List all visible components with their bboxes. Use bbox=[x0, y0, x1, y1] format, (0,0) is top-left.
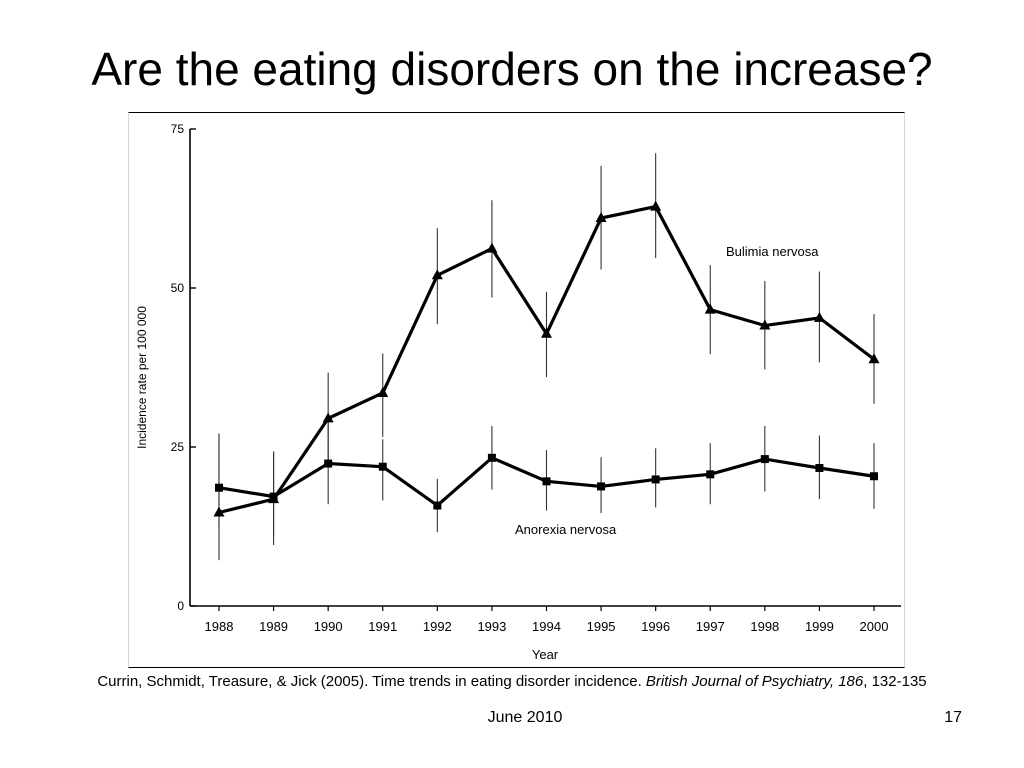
bulimia-nervosa-point bbox=[595, 212, 607, 223]
x-tick-label: 2000 bbox=[860, 619, 889, 634]
citation-text: Currin, Schmidt, Treasure, & Jick (2005)… bbox=[97, 673, 646, 690]
x-tick-label: 1994 bbox=[532, 619, 561, 634]
bulimia-nervosa-point bbox=[650, 200, 662, 211]
footer-date: June 2010 bbox=[487, 709, 563, 726]
anorexia-nervosa-point bbox=[487, 453, 496, 462]
anorexia-nervosa-point bbox=[324, 459, 333, 468]
bulimia-nervosa-point bbox=[759, 319, 771, 330]
anorexia-nervosa-label: Anorexia nervosa bbox=[515, 522, 617, 537]
y-tick-label: 25 bbox=[171, 440, 185, 454]
page-number: 17 bbox=[944, 709, 962, 726]
slide-title: Are the eating disorders on the increase… bbox=[91, 43, 933, 95]
anorexia-nervosa-point bbox=[651, 475, 660, 484]
anorexia-nervosa-point bbox=[815, 463, 824, 472]
bulimia-nervosa-point bbox=[813, 311, 825, 322]
x-tick-label: 1995 bbox=[587, 619, 616, 634]
citation: Currin, Schmidt, Treasure, & Jick (2005)… bbox=[0, 673, 1024, 690]
chart-frame: 0 25 50 75 1988 1989 1990 1991 1992 1993 1994 1995 1… bbox=[128, 112, 905, 668]
anorexia-nervosa-point bbox=[378, 462, 387, 471]
anorexia-nervosa-point bbox=[215, 483, 223, 492]
citation-journal: British Journal of Psychiatry, 186 bbox=[645, 673, 864, 690]
x-tick-label: 1999 bbox=[805, 619, 834, 634]
y-tick-label: 0 bbox=[177, 599, 184, 613]
anorexia-nervosa-point bbox=[597, 482, 606, 491]
bulimia-nervosa-point bbox=[322, 412, 334, 423]
x-tick-label: 1988 bbox=[205, 619, 234, 634]
series-markers bbox=[213, 200, 880, 517]
bulimia-nervosa-point bbox=[431, 269, 443, 280]
bulimia-nervosa-point bbox=[704, 303, 716, 314]
x-tick-label: 1991 bbox=[368, 619, 397, 634]
x-axis-title: Year bbox=[532, 647, 559, 662]
citation-pages: , 132-135 bbox=[863, 673, 927, 690]
x-tick-label: 1993 bbox=[477, 619, 506, 634]
x-tick-label: 1996 bbox=[641, 619, 670, 634]
anorexia-nervosa-point bbox=[870, 472, 878, 481]
incidence-line-chart: 0 25 50 75 1988 1989 1990 1991 1992 1993 1994 1995 1… bbox=[135, 122, 901, 662]
error-bars bbox=[218, 153, 875, 561]
bulimia-nervosa-label: Bulimia nervosa bbox=[726, 244, 819, 259]
x-tick-label: 1989 bbox=[259, 619, 288, 634]
anorexia-nervosa-point bbox=[542, 477, 551, 486]
anorexia-nervosa-point bbox=[433, 501, 442, 510]
axes: 0 25 50 75 1988 1989 1990 1991 1992 1993 1994 1995 1… bbox=[135, 122, 901, 662]
x-tick-label: 1990 bbox=[314, 619, 343, 634]
bulimia-nervosa-point bbox=[377, 386, 389, 397]
bulimia-nervosa-point bbox=[486, 242, 498, 253]
x-tick-label: 1998 bbox=[750, 619, 779, 634]
bulimia-nervosa-point bbox=[868, 353, 880, 364]
anorexia-nervosa-point bbox=[706, 470, 715, 479]
anorexia-nervosa-point bbox=[760, 455, 769, 464]
x-tick-label: 1992 bbox=[423, 619, 452, 634]
bulimia-nervosa-point bbox=[213, 506, 225, 517]
y-tick-label: 50 bbox=[171, 281, 185, 295]
y-tick-label: 75 bbox=[171, 122, 185, 136]
bulimia-nervosa-point bbox=[541, 327, 552, 338]
anorexia-nervosa-point bbox=[269, 492, 278, 501]
y-axis-title: Incidence rate per 100 000 bbox=[135, 306, 149, 449]
x-tick-label: 1997 bbox=[696, 619, 725, 634]
chart-labels: Bulimia nervosa Anorexia nervosa bbox=[515, 244, 819, 537]
